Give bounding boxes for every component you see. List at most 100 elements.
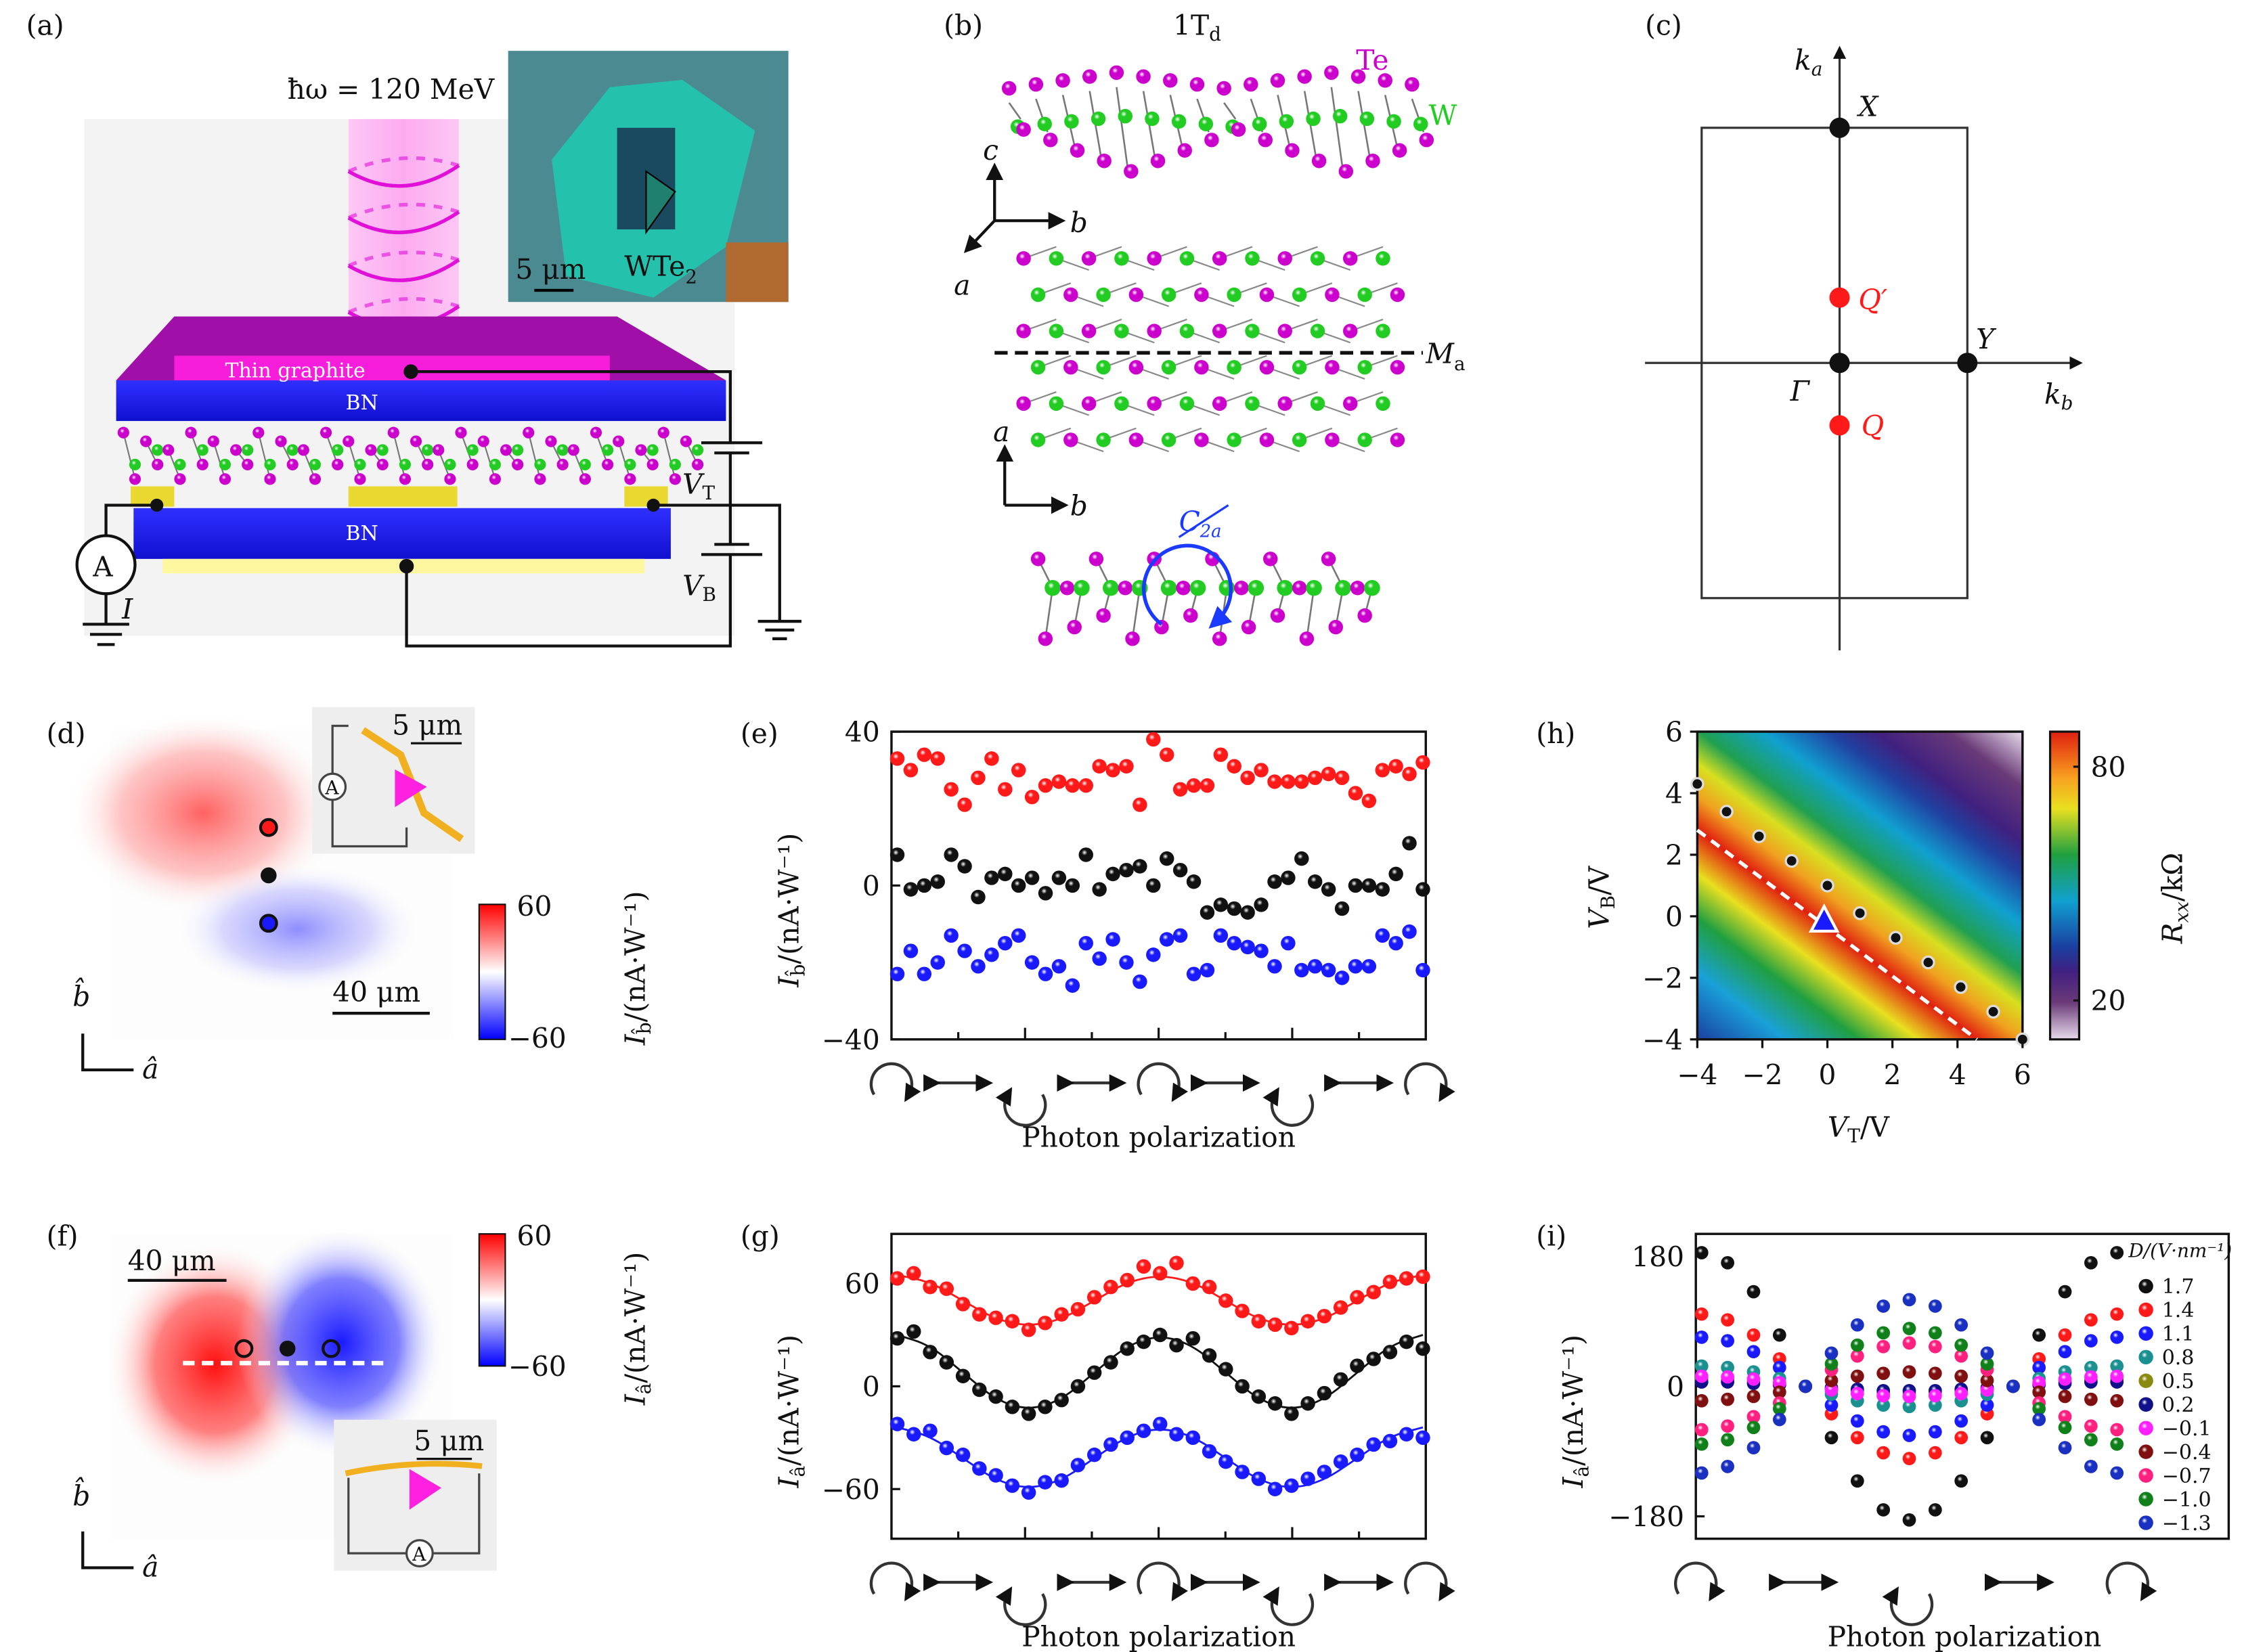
data-point	[1902, 1322, 1916, 1335]
device-inset-d: A 5 μm	[312, 707, 475, 854]
te-atom	[1194, 432, 1209, 447]
data-point	[1300, 1314, 1315, 1329]
data-point	[984, 947, 999, 962]
te-atom	[1325, 432, 1340, 447]
legend-marker	[2138, 1492, 2153, 1506]
w-atom	[1179, 396, 1195, 411]
data-point	[1200, 905, 1215, 920]
w-atom	[1145, 111, 1160, 127]
chart-i: 180 0 −180 Photon polarization Iâ/(nA·W⁻¹) D/…	[1557, 1232, 2232, 1652]
data-point	[972, 1461, 987, 1476]
data-point	[1185, 1331, 1201, 1346]
data-point	[1240, 905, 1255, 920]
te-atom	[1177, 143, 1192, 158]
data-point	[2058, 1372, 2072, 1386]
y-tick-label: 40	[845, 716, 880, 749]
bond	[123, 432, 136, 480]
data-point	[1902, 1336, 1916, 1350]
data-point	[1928, 1366, 1942, 1381]
w-atom	[1292, 432, 1307, 447]
data-point	[1307, 959, 1323, 974]
w-atom	[1245, 396, 1260, 411]
data-point	[1024, 870, 1040, 885]
circular-polarization-icon	[2105, 1561, 2157, 1602]
data-point	[1820, 878, 1834, 893]
te-atom	[1343, 251, 1358, 266]
data-point	[889, 1331, 905, 1346]
data-point	[1334, 901, 1350, 916]
te-atom	[624, 473, 636, 485]
w-atom	[1103, 579, 1119, 596]
data-point	[1415, 1269, 1430, 1285]
data-point	[1235, 1465, 1250, 1479]
data-point	[1086, 1290, 1102, 1305]
w-atom	[1248, 579, 1265, 596]
data-point	[957, 943, 972, 958]
te-atom	[1378, 73, 1392, 88]
w-atom	[1386, 114, 1401, 129]
data-point	[1902, 1293, 1916, 1307]
w-atom	[129, 458, 141, 471]
w-atom	[1335, 579, 1351, 596]
data-point	[1772, 1412, 1786, 1427]
data-point	[939, 1440, 954, 1456]
te-atom	[196, 458, 208, 471]
te-atom	[1081, 251, 1097, 266]
te-atom	[657, 426, 669, 439]
data-point	[1721, 1370, 1734, 1384]
data-point	[1251, 1471, 1267, 1486]
data-point	[1752, 829, 1766, 843]
data-point	[1317, 1465, 1332, 1479]
data-point	[1382, 1433, 1398, 1449]
legend-label: −0.1	[2162, 1417, 2212, 1441]
data-point	[1980, 1398, 1994, 1412]
chart-e: 40 0 −40 Photon polarization Ib̂/(nA·W⁻¹)	[773, 716, 1455, 1154]
data-point	[1132, 797, 1147, 812]
y-axis-label: Iâ/(nA·W⁻¹)	[1557, 1335, 1593, 1489]
data-point	[1721, 1360, 1734, 1375]
colorbar-d	[478, 903, 506, 1040]
optical-micrograph-inset: 5 μm WTe2	[508, 51, 789, 303]
te-atom	[1063, 287, 1078, 303]
te-atom	[1124, 164, 1139, 179]
data-point	[1038, 1475, 1053, 1490]
te-atom	[512, 458, 524, 471]
data-point	[1202, 1279, 1217, 1295]
data-point	[1200, 778, 1215, 793]
te-atom	[1277, 251, 1292, 266]
wte2-lattice	[117, 426, 704, 485]
w-atom	[1179, 251, 1195, 266]
data-point	[1850, 1369, 1864, 1383]
te-atom	[376, 458, 389, 471]
legend-marker	[2138, 1421, 2153, 1435]
data-point	[903, 763, 919, 778]
data-point	[1824, 1346, 1839, 1360]
axis-c-label: c	[983, 134, 998, 166]
y-tick-label: 6	[1665, 716, 1683, 749]
axes-icon-cba	[963, 162, 1066, 254]
data-point	[1227, 759, 1241, 774]
data-point	[1321, 882, 1336, 897]
vb-label: VB	[682, 569, 716, 606]
w-atom	[1245, 323, 1260, 338]
helix-back	[347, 250, 460, 268]
w-atom	[1227, 432, 1241, 447]
data-point	[1024, 789, 1040, 805]
data-point	[1065, 978, 1080, 993]
data-point	[906, 1266, 921, 1281]
inset-ammeter-label-f: A	[412, 1543, 426, 1565]
data-point	[1954, 1474, 1969, 1488]
te-atom	[579, 473, 591, 485]
data-point	[1954, 1369, 1969, 1383]
polarization-axis	[869, 1561, 1455, 1626]
te-atom	[455, 426, 467, 439]
data-point	[1375, 882, 1390, 897]
data-point	[1954, 980, 1968, 994]
data-point	[1119, 862, 1134, 878]
legend-marker	[2138, 1326, 2153, 1341]
data-point	[2110, 1330, 2124, 1344]
data-point	[1078, 935, 1093, 951]
data-point	[1185, 1430, 1201, 1446]
